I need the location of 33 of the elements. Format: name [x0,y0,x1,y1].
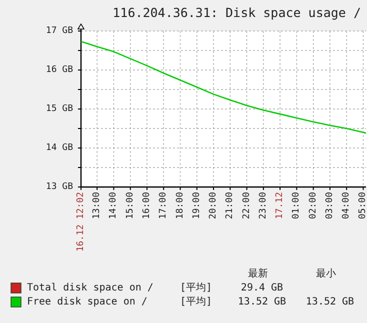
text: [平均] [180,282,212,294]
text: 13.52 GB [306,296,354,308]
x-tick-label: 03:00 [324,192,335,220]
text: 13.52 GB [238,296,286,308]
x-tick-label: 21:00 [225,192,236,220]
text: 最新 [248,268,268,280]
text: 最小 [316,268,336,280]
x-tick-label: 02:00 [308,192,318,220]
y-tick-label: 13 GB [46,182,73,192]
x-tick-label: 04:00 [342,192,352,220]
x-tick-label: 22:00 [242,192,252,220]
text: 29.4 GB [240,282,284,294]
y-tick-label: 17 GB [46,26,73,36]
y-tick-label: 14 GB [46,143,73,153]
x-tick-label: 18:00 [175,192,186,220]
chart-title: 116.204.36.31: Disk space usage / [112,5,361,20]
x-tick-label: 17.12 [275,192,286,220]
x-tick-label: 01:00 [292,192,302,220]
x-tick-label: 19:00 [192,192,202,220]
x-tick-label: 20:00 [208,192,219,220]
legend-label: Total disk space on / [27,282,154,294]
x-tick-label: 15:00 [125,192,136,220]
x-tick-label: 05:00 [358,192,367,220]
x-tick-label: 16.12 12:02 [76,192,86,252]
x-tick-label: 16:00 [142,192,152,220]
x-tick-label: 13:00 [92,192,102,220]
text: [平均] [180,296,212,308]
x-tick-label: 23:00 [258,192,268,220]
x-tick-label: 17:00 [158,192,169,220]
legend-label: Free disk space on / [27,296,148,308]
x-tick-label: 14:00 [108,192,119,220]
y-tick-label: 15 GB [46,104,73,114]
y-tick-label: 16 GB [46,65,73,75]
